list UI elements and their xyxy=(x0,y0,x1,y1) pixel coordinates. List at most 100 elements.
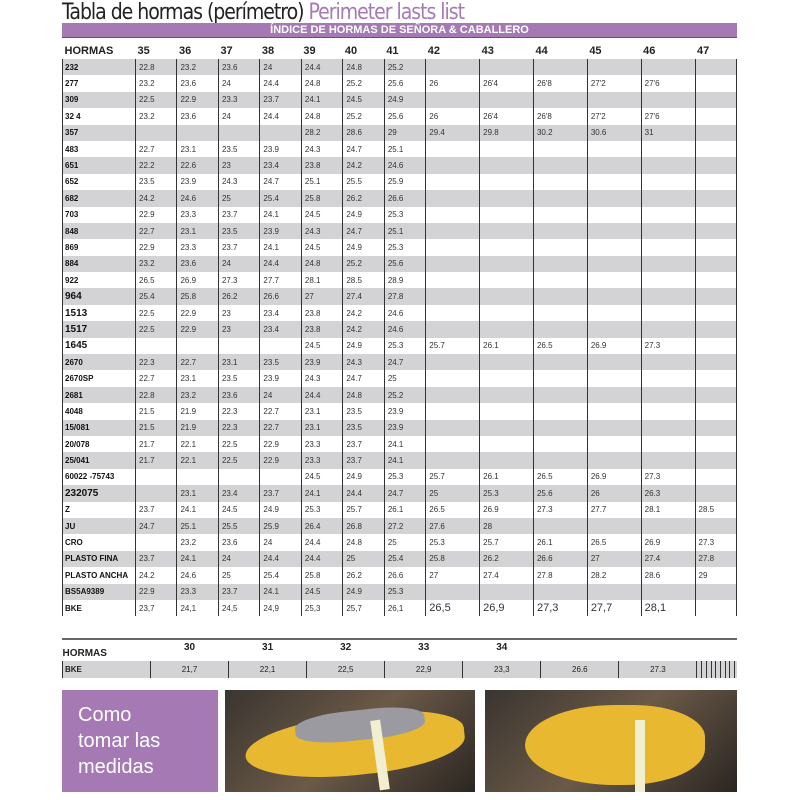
cell-value: 26.6 xyxy=(532,550,588,568)
cell-value: 24.1 xyxy=(259,239,302,256)
column-header-size: 45 xyxy=(589,45,602,57)
cell-value: 27,7 xyxy=(586,599,642,617)
cell-value xyxy=(640,304,695,322)
cell-value: 24.9 xyxy=(342,583,385,600)
cell-value: 26.8 xyxy=(342,517,385,535)
cell-value xyxy=(694,304,737,322)
row-label: 1645 xyxy=(62,337,136,355)
cell-value xyxy=(217,468,260,486)
cell-value: 24.1 xyxy=(259,583,302,600)
cell-value: 26 xyxy=(425,108,480,125)
cell-value: 26,1 xyxy=(383,599,426,617)
cell-value: 24.3 xyxy=(342,354,385,371)
row-label: 651 xyxy=(62,157,136,174)
cell-value: 24.9 xyxy=(342,468,385,486)
cell-value xyxy=(217,124,260,141)
cell-value xyxy=(586,288,642,305)
cell-value xyxy=(640,517,695,535)
cell-value xyxy=(425,255,480,273)
cell-value: 26.5 xyxy=(532,337,588,355)
cell-value: 23.5 xyxy=(342,403,385,420)
cell-value xyxy=(640,288,695,305)
cell-value xyxy=(701,661,707,678)
cell-value xyxy=(425,386,480,404)
table-row: 2670SP 22.7 23.1 23.5 23.9 24.3 24.7 25 xyxy=(62,370,737,387)
cell-value: 22.2 xyxy=(134,157,177,174)
row-label: JU xyxy=(62,517,136,535)
cell-value: 24.1 xyxy=(300,91,343,109)
row-label: 1517 xyxy=(62,321,136,338)
cell-value xyxy=(640,403,695,420)
cell-value xyxy=(640,435,695,453)
cell-value xyxy=(694,403,737,420)
cell-value xyxy=(134,124,177,141)
cell-value: 27'2 xyxy=(586,108,642,125)
cell-value xyxy=(640,140,695,158)
cell-value: 24.4 xyxy=(300,550,343,568)
cell-value: 25.4 xyxy=(259,190,302,207)
cell-value: 21,7 xyxy=(149,661,229,678)
cell-value: 24.5 xyxy=(300,468,343,486)
row-label: 848 xyxy=(62,222,136,240)
how-to-measure-box: Como tomar las medidas xyxy=(62,690,218,792)
cell-value: 25 xyxy=(383,534,426,551)
cell-value: 23.1 xyxy=(300,419,343,436)
cell-value: 29 xyxy=(694,567,737,584)
cell-value: 26.2 xyxy=(342,567,385,584)
cell-value xyxy=(425,91,480,109)
cell-value: 24.7 xyxy=(383,485,426,502)
cell-value xyxy=(694,173,737,191)
cell-value: 23,7 xyxy=(134,599,177,617)
table-row: 1513 22.5 22.9 23 23.4 23.8 24.2 24.6 xyxy=(62,304,737,322)
column-header-size: 36 xyxy=(178,45,192,57)
cell-value: 25 xyxy=(217,567,260,584)
cell-value: 22.1 xyxy=(176,452,219,469)
section-banner: ÍNDICE DE HORMAS DE SEÑORA & CABALLERO xyxy=(62,23,737,38)
cell-value xyxy=(724,661,730,678)
cell-value: 25.1 xyxy=(176,517,219,535)
cell-value xyxy=(479,403,534,420)
cell-value: 23.7 xyxy=(342,452,385,469)
cell-value: 24.7 xyxy=(342,370,385,387)
cell-value xyxy=(532,403,588,420)
row-label: 2670 xyxy=(62,354,136,371)
table-row: 652 23.5 23.9 24.3 24.7 25.1 25.5 25.9 xyxy=(62,173,737,191)
cell-value: 26.1 xyxy=(532,534,588,551)
cell-value xyxy=(532,255,588,273)
row-label: 4048 xyxy=(62,403,136,420)
cell-value: 21.7 xyxy=(134,452,177,469)
table-row: 2681 22.8 23.2 23.6 24 24.4 24.8 25.2 xyxy=(62,386,737,404)
cell-value: 22.9 xyxy=(259,452,302,469)
row-label: 277 xyxy=(62,75,136,92)
row-label: 884 xyxy=(62,255,136,273)
cell-value: 22.3 xyxy=(134,354,177,371)
row-label: 60022 -75743 xyxy=(62,468,136,486)
cell-value: 23.6 xyxy=(176,255,219,273)
cell-value: 23,3 xyxy=(462,661,541,678)
table-row: 309 22.5 22.9 23.3 23.7 24.1 24.5 24.9 xyxy=(62,91,737,109)
cell-value: 23.2 xyxy=(134,75,177,92)
cell-value xyxy=(586,403,642,420)
cell-value xyxy=(640,91,695,109)
cell-value: 27.3 xyxy=(618,661,697,678)
title-spanish: Tabla de hormas (perímetro) xyxy=(62,0,305,25)
row-label: BKE xyxy=(62,661,151,678)
cell-value: 26.1 xyxy=(479,337,534,355)
cell-value xyxy=(640,583,695,600)
cell-value: 23.7 xyxy=(134,550,177,568)
row-label: 25/041 xyxy=(62,452,136,469)
cell-value xyxy=(729,661,735,678)
cell-value: 22.3 xyxy=(217,419,260,436)
table-row: 60022 -75743 24.5 24.9 25.3 25.7 26.1 26.5 26.9… xyxy=(62,468,737,486)
table-row: 651 22.2 22.6 23 23.4 23.8 24.2 24.6 xyxy=(62,157,737,174)
cell-value: 29.4 xyxy=(425,124,480,141)
cell-value xyxy=(694,517,737,535)
cell-value xyxy=(479,140,534,158)
cell-value: 23.7 xyxy=(217,239,260,256)
cell-value: 28.1 xyxy=(640,501,695,518)
cell-value: 26.5 xyxy=(532,468,588,486)
cell-value: 25.3 xyxy=(300,501,343,518)
cell-value xyxy=(425,239,480,256)
cell-value: 23.3 xyxy=(176,583,219,600)
cell-value xyxy=(532,583,588,600)
